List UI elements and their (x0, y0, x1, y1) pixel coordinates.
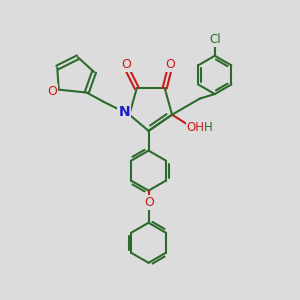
Text: OH: OH (187, 122, 205, 134)
Text: O: O (144, 196, 154, 209)
Text: N: N (118, 105, 130, 119)
Text: O: O (47, 85, 57, 98)
Text: O: O (122, 58, 131, 71)
Text: H: H (204, 122, 213, 134)
Text: Cl: Cl (209, 33, 220, 46)
Text: O: O (166, 58, 176, 71)
